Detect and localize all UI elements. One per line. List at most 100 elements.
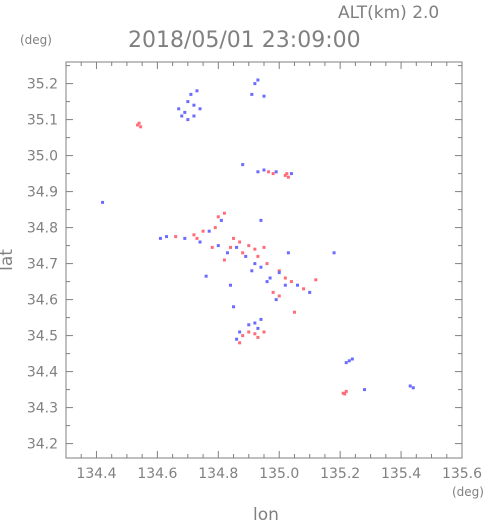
data-point: [195, 89, 199, 93]
data-point: [192, 103, 196, 107]
data-point: [296, 283, 300, 287]
data-point: [177, 107, 181, 111]
data-point: [219, 218, 223, 222]
data-point: [225, 251, 229, 255]
data-point: [344, 389, 348, 393]
y-tick-label: 35.2: [27, 77, 58, 93]
data-point: [210, 245, 214, 249]
data-point: [285, 172, 289, 176]
data-point: [363, 388, 367, 392]
data-point: [267, 170, 271, 174]
data-point: [256, 335, 260, 339]
data-point: [277, 271, 281, 275]
data-points: [101, 78, 415, 396]
y-tick-label: 34.6: [27, 293, 58, 309]
data-point: [253, 321, 257, 325]
data-point: [256, 326, 260, 330]
data-point: [238, 330, 242, 334]
data-point: [262, 330, 266, 334]
x-tick-label: 134.6: [137, 466, 177, 482]
data-point: [253, 82, 257, 86]
data-point: [256, 254, 260, 258]
data-point: [222, 211, 226, 215]
data-point: [228, 245, 232, 249]
data-point: [308, 290, 312, 294]
axis-ticks: 134.4 134.6 134.8 135.0 135.2 135.4 135.6 34.2 3…: [27, 62, 482, 482]
data-point: [158, 236, 162, 240]
data-point: [137, 121, 141, 125]
data-point: [195, 236, 199, 240]
data-point: [277, 269, 281, 273]
y-tick-label: 34.9: [27, 185, 58, 201]
data-point: [189, 92, 193, 96]
data-point: [192, 114, 196, 118]
data-point: [344, 361, 348, 365]
data-point: [228, 283, 232, 287]
data-point: [253, 247, 257, 251]
data-point: [180, 114, 184, 118]
y-unit-label: (deg): [20, 33, 52, 47]
data-point: [241, 251, 245, 255]
data-point: [256, 78, 260, 82]
data-point: [277, 294, 281, 298]
data-point: [256, 170, 260, 174]
data-point: [198, 240, 202, 244]
data-point: [341, 391, 345, 395]
data-point: [286, 251, 290, 255]
data-point: [271, 172, 275, 176]
data-point: [183, 110, 187, 114]
y-tick-label: 34.3: [27, 401, 58, 417]
data-point: [314, 278, 318, 282]
x-tick-label: 135.6: [442, 466, 482, 482]
x-axis-label: lon: [253, 505, 279, 521]
data-point: [286, 175, 290, 179]
data-point: [250, 269, 254, 273]
data-point: [247, 244, 251, 248]
data-point: [216, 215, 220, 219]
data-point: [186, 118, 190, 122]
y-tick-label: 34.8: [27, 221, 58, 237]
x-unit-label: (deg): [452, 485, 484, 499]
data-point: [411, 386, 415, 390]
data-point: [235, 337, 239, 341]
y-tick-label: 35.1: [27, 113, 58, 129]
altitude-label: ALT(km) 2.0: [338, 3, 439, 23]
data-point: [271, 290, 275, 294]
data-point: [244, 254, 248, 258]
data-point: [259, 265, 263, 269]
x-tick-label: 135.4: [381, 466, 421, 482]
data-point: [259, 317, 263, 321]
data-point: [136, 123, 140, 127]
data-point: [238, 341, 242, 345]
data-point: [232, 236, 236, 240]
data-point: [343, 392, 347, 396]
data-point: [174, 235, 178, 239]
data-point: [139, 125, 143, 129]
x-tick-label: 134.8: [198, 466, 238, 482]
data-point: [241, 163, 245, 167]
y-axis-label: lat: [0, 249, 17, 271]
x-tick-label: 135.0: [259, 466, 299, 482]
data-point: [232, 305, 236, 309]
data-point: [262, 245, 266, 249]
data-point: [222, 258, 226, 262]
data-point: [101, 200, 105, 204]
data-point: [204, 274, 208, 278]
data-point: [192, 233, 196, 237]
y-tick-label: 34.2: [27, 437, 58, 453]
y-tick-label: 35.0: [27, 149, 58, 165]
data-point: [283, 173, 287, 177]
data-point: [213, 226, 217, 230]
data-point: [216, 244, 220, 248]
data-point: [292, 310, 296, 314]
data-point: [235, 245, 239, 249]
data-point: [289, 172, 293, 176]
plot-frame: [65, 61, 463, 459]
data-point: [259, 218, 263, 222]
chart-title: 2018/05/01 23:09:00: [128, 28, 361, 53]
data-point: [350, 357, 354, 361]
data-point: [289, 280, 293, 284]
y-tick-label: 34.4: [27, 365, 58, 381]
data-point: [241, 334, 245, 338]
